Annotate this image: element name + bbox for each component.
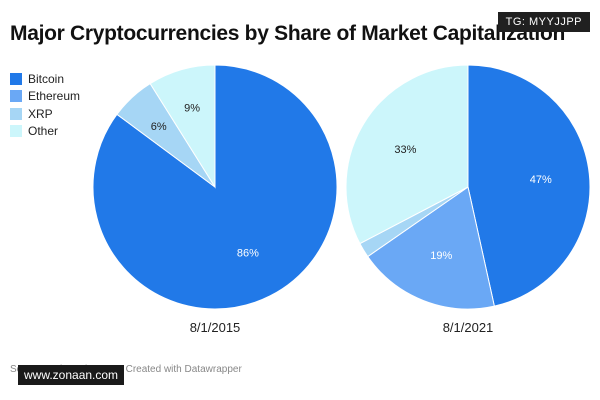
legend-item-xrp: XRP: [10, 105, 80, 123]
legend-item-bitcoin: Bitcoin: [10, 70, 80, 88]
watermark-tag: TG: MYYJJPP: [497, 12, 590, 32]
slice-label-bitcoin: 47%: [530, 174, 552, 186]
legend-swatch-ethereum: [10, 90, 22, 103]
slice-label-other: 9%: [184, 102, 200, 114]
pie-slice-other: [345, 64, 469, 245]
slice-label-other: 33%: [394, 144, 416, 156]
legend-label: Other: [28, 124, 59, 139]
legend-swatch-bitcoin: [10, 72, 22, 85]
pie-label-2015: 8/1/2015: [189, 320, 241, 335]
legend-label: XRP: [28, 106, 53, 121]
pie-slice-ethereum: [367, 186, 495, 310]
legend: Bitcoin Ethereum XRP Other: [10, 70, 80, 140]
legend-label: Ethereum: [28, 89, 81, 104]
pie-slice-other: [149, 64, 216, 189]
pie-label-2021: 8/1/2021: [442, 320, 494, 335]
slice-label-bitcoin: 86%: [237, 247, 259, 259]
legend-swatch-xrp: [10, 107, 22, 120]
site-watermark: www.zonaan.com: [18, 365, 125, 385]
slice-label-xrp: 6%: [151, 121, 167, 133]
legend-swatch-other: [10, 125, 22, 138]
pie-slice-bitcoin: [467, 64, 591, 307]
source-note: Source: CoinMarketCap · Created with Dat…: [10, 364, 242, 375]
legend-label: Bitcoin: [28, 71, 65, 86]
chart-title: Major Cryptocurrencies by Share of Marke…: [10, 22, 566, 45]
legend-item-other: Other: [10, 123, 80, 141]
legend-item-ethereum: Ethereum: [10, 88, 80, 106]
slice-label-ethereum: 19%: [430, 250, 452, 262]
